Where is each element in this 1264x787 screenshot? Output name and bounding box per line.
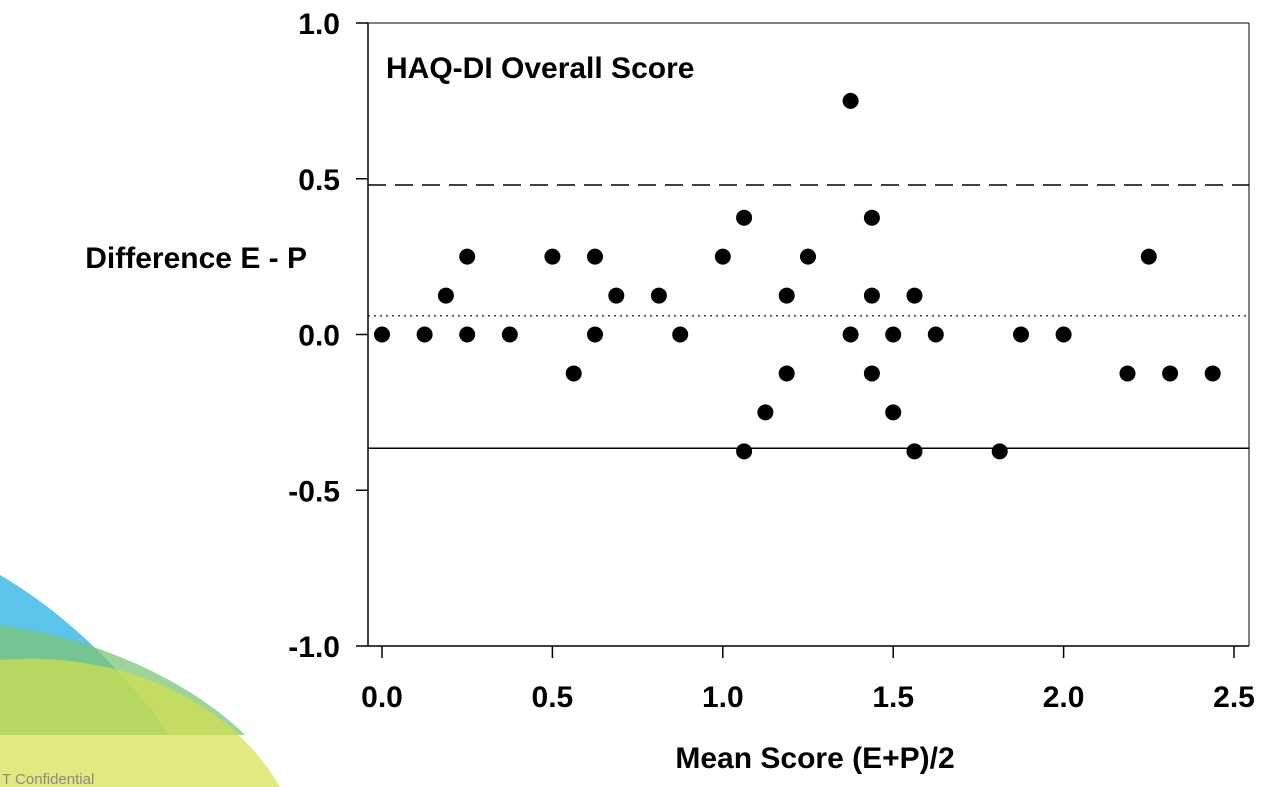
data-point: [587, 326, 603, 343]
data-point: [437, 287, 454, 304]
data-point: [608, 287, 625, 304]
data-point: [1013, 326, 1029, 343]
data-point: [885, 404, 902, 421]
data-point: [800, 248, 816, 265]
y-tick-label: 0.0: [298, 320, 340, 353]
data-point: [885, 326, 902, 343]
x-axis-title: Mean Score (E+P)/2: [675, 742, 954, 775]
data-point: [565, 365, 582, 382]
data-point: [863, 365, 880, 382]
y-axis-ticks: 1.0 0.5 0.0 -0.5 -1.0: [288, 8, 368, 664]
y-tick-label: 1.0: [298, 8, 340, 41]
x-tick-label: 2.5: [1213, 681, 1255, 714]
y-tick-label: -0.5: [288, 475, 340, 508]
data-point: [1119, 365, 1136, 382]
data-point: [1204, 365, 1221, 382]
data-point: [736, 209, 753, 226]
decor-swoosh-lime: [0, 658, 280, 787]
data-point: [906, 443, 923, 460]
x-tick-label: 1.0: [702, 681, 744, 714]
corner-decoration: T Confidential: [0, 575, 280, 787]
data-point: [374, 326, 390, 343]
y-tick-label: -1.0: [288, 631, 340, 664]
footer-confidential-text: T Confidential: [2, 771, 94, 787]
data-point: [416, 326, 433, 343]
x-tick-label: 1.5: [872, 681, 914, 714]
data-point: [1162, 365, 1179, 382]
data-point: [459, 326, 476, 343]
data-points: [374, 92, 1221, 460]
data-point: [459, 248, 476, 265]
data-point: [778, 287, 795, 304]
chart-title: HAQ-DI Overall Score: [386, 52, 694, 85]
reference-lines: [368, 184, 1249, 449]
x-tick-label: 0.0: [361, 681, 403, 714]
data-point: [991, 443, 1008, 460]
data-point: [842, 92, 859, 109]
data-point: [714, 248, 731, 265]
data-point: [650, 287, 667, 304]
data-point: [842, 326, 859, 343]
data-point: [672, 326, 689, 343]
data-point: [1140, 248, 1157, 265]
data-point: [1055, 326, 1072, 343]
data-point: [863, 287, 880, 304]
data-point: [544, 248, 561, 265]
plot-frame: [367, 22, 1250, 647]
x-tick-label: 2.0: [1043, 681, 1085, 714]
y-axis-title: Difference E - P: [85, 242, 307, 275]
x-tick-label: 0.5: [532, 681, 574, 714]
data-point: [501, 326, 518, 343]
data-point: [778, 365, 795, 382]
data-point: [757, 404, 774, 421]
y-tick-label: 0.5: [298, 164, 340, 197]
data-point: [587, 248, 603, 265]
x-axis-ticks: 0.0 0.5 1.0 1.5 2.0 2.5: [361, 646, 1255, 714]
data-point: [736, 443, 753, 460]
data-point: [906, 287, 923, 304]
data-point: [863, 209, 880, 226]
data-point: [927, 326, 944, 343]
